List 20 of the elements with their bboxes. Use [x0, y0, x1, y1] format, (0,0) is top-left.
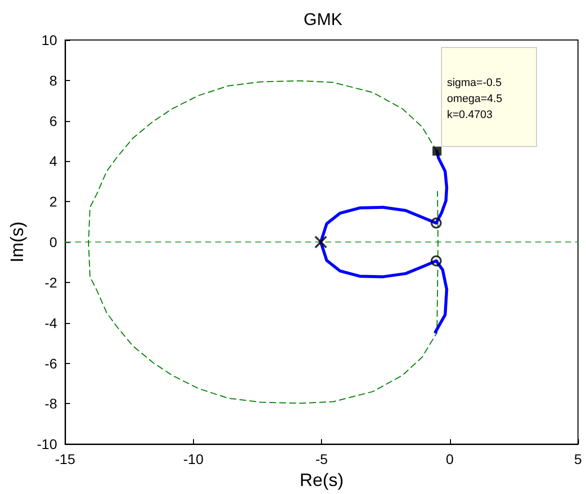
x-tick-label: -10 — [183, 451, 204, 468]
y-tick-label: -4 — [44, 314, 58, 331]
y-tick-label: 8 — [49, 72, 58, 88]
x-tick-label: -5 — [315, 451, 328, 468]
y-tick-label: -6 — [44, 355, 58, 372]
y-tick-label: 2 — [49, 194, 58, 210]
annotation: sigma=-0.5 omega=4.5 k=0.4703 — [446, 76, 502, 124]
y-tick-label: -10 — [36, 436, 58, 452]
x-tick-label: 0 — [446, 451, 454, 468]
y-tick-label: 10 — [42, 32, 58, 48]
x-tick-label: -15 — [55, 451, 76, 468]
y-tick-label: -8 — [44, 396, 58, 412]
y-tick-label: 6 — [49, 112, 58, 129]
y-tick-label: 4 — [49, 153, 58, 170]
y-tick-label: 0 — [49, 234, 58, 250]
x-tick-label: 5 — [574, 451, 582, 468]
y-tick-label: -2 — [44, 274, 58, 290]
y-axis-title: Im(s) — [7, 222, 27, 263]
chart-title: GMK — [304, 10, 344, 29]
x-axis-title: Re(s) — [300, 470, 344, 490]
